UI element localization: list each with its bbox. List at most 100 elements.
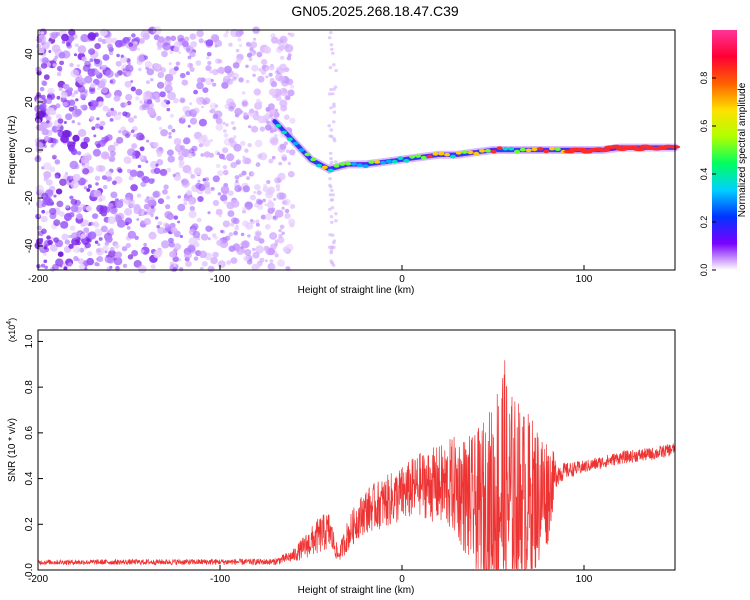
noise-speckle: [156, 81, 165, 89]
noise-speckle: [55, 31, 60, 37]
noise-speckle: [152, 96, 157, 100]
noise-speckle: [162, 42, 171, 51]
noise-speckle: [284, 208, 290, 214]
noise-speckle: [87, 231, 97, 240]
noise-speckle: [148, 210, 152, 214]
noise-speckle: [61, 40, 66, 44]
noise-speckle: [212, 113, 219, 120]
noise-speckle: [95, 247, 105, 256]
noise-speckle: [93, 221, 99, 227]
ridge-peak: [420, 155, 427, 160]
noise-speckle: [242, 185, 250, 193]
noise-speckle: [86, 257, 95, 266]
noise-speckle: [52, 156, 56, 160]
noise-speckle: [216, 152, 221, 156]
noise-speckle: [265, 75, 269, 79]
noise-speckle: [157, 221, 163, 226]
noise-speckle: [98, 101, 104, 107]
noise-speckle: [220, 194, 228, 202]
noise-speckle: [120, 54, 124, 58]
noise-speckle: [72, 109, 81, 118]
noise-speckle: [91, 222, 95, 226]
x-tick-label: 0: [399, 274, 405, 285]
noise-speckle: [334, 160, 338, 164]
colorbar: 0.0 0.2 0.4 0.6 0.8 Normalized spectral ampl…: [699, 30, 748, 276]
noise-speckle: [256, 52, 263, 58]
noise-speckle: [124, 209, 130, 215]
noise-speckle: [167, 155, 175, 163]
noise-speckle: [258, 238, 265, 244]
noise-speckle: [260, 70, 266, 75]
noise-speckle: [68, 145, 76, 153]
colorbar-gradient: [712, 30, 737, 270]
noise-speckle: [35, 110, 45, 120]
noise-speckle: [332, 104, 336, 108]
noise-speckle: [61, 33, 69, 42]
noise-speckle: [173, 243, 182, 251]
noise-speckle: [279, 99, 288, 108]
noise-speckle: [161, 240, 170, 249]
noise-speckle: [150, 205, 155, 209]
noise-speckle: [275, 73, 284, 82]
figure-title: GN05.2025.268.18.47.C39: [291, 3, 459, 19]
noise-speckle: [271, 36, 279, 44]
noise-speckle: [330, 198, 335, 202]
noise-speckle: [83, 227, 90, 234]
noise-speckle: [43, 171, 52, 179]
noise-speckle: [192, 230, 201, 239]
noise-speckle: [146, 99, 153, 105]
noise-speckle: [82, 219, 90, 226]
noise-speckle: [279, 63, 287, 71]
noise-speckle: [287, 161, 291, 166]
noise-speckle: [100, 210, 107, 217]
noise-speckle: [193, 241, 200, 248]
x-tick-label: 0: [399, 574, 405, 585]
noise-speckle: [215, 117, 223, 125]
x-tick-label: -200: [28, 574, 48, 585]
noise-speckle: [203, 151, 211, 158]
ridge-peak: [461, 150, 468, 154]
ridge-peak: [438, 151, 445, 156]
noise-speckle: [266, 188, 274, 196]
noise-speckle: [226, 78, 234, 85]
noise-speckle: [255, 264, 261, 269]
noise-speckle: [89, 115, 95, 121]
noise-speckle: [94, 70, 100, 76]
noise-speckle: [329, 215, 334, 219]
noise-speckle: [179, 97, 186, 104]
noise-speckle: [138, 155, 144, 160]
noise-speckle: [100, 151, 110, 160]
noise-speckle: [222, 147, 229, 154]
noise-speckle: [190, 41, 198, 48]
noise-speckle: [72, 173, 81, 182]
colorbar-ticks: 0.0 0.2 0.4 0.6 0.8: [699, 72, 716, 276]
noise-speckle: [52, 63, 57, 67]
noise-speckle: [212, 251, 219, 258]
ridge-peak: [473, 151, 480, 156]
noise-speckle: [173, 263, 177, 267]
noise-speckle: [129, 202, 136, 209]
noise-speckle: [274, 239, 279, 244]
noise-speckle: [210, 108, 216, 114]
noise-speckle: [135, 88, 143, 96]
noise-speckle: [265, 67, 269, 71]
noise-speckle: [215, 163, 221, 169]
noise-speckle: [332, 245, 336, 249]
ridge-peak: [444, 152, 451, 157]
noise-speckle: [153, 250, 162, 259]
noise-speckle: [102, 105, 109, 112]
noise-speckle: [329, 43, 334, 47]
noise-speckle: [143, 242, 147, 247]
noise-speckle: [68, 179, 72, 183]
noise-speckle: [197, 179, 201, 183]
ridge-peak: [502, 146, 509, 151]
noise-speckle: [150, 264, 156, 269]
noise-speckle: [37, 34, 47, 44]
noise-speckle: [233, 230, 239, 236]
noise-speckle: [69, 195, 74, 200]
noise-speckle: [131, 155, 136, 160]
noise-speckle: [128, 42, 134, 47]
noise-speckle: [50, 144, 55, 148]
